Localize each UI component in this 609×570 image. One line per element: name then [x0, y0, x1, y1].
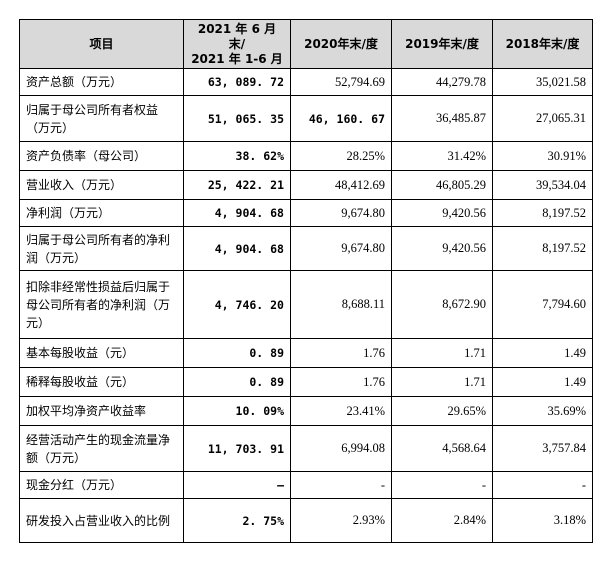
cell-2019: 2.84%	[391, 498, 493, 543]
cell-2018: 3.18%	[492, 498, 593, 543]
row-label: 研发投入占营业收入的比例	[19, 498, 184, 543]
cell-2019: 46,805.29	[391, 170, 493, 200]
table-row: 净利润（万元） 4, 904. 68 9,674.80 9,420.56 8,197.5…	[19, 199, 593, 227]
table-row: 现金分红（万元） – - - -	[19, 471, 593, 499]
header-2021-h1: 2021 年 6 月末/ 2021 年 1-6 月	[183, 19, 291, 69]
table-row: 归属于母公司所有者的净利润（万元） 4, 904. 68 9,674.80 9,420…	[19, 226, 593, 271]
row-label: 资产负债率（母公司）	[19, 141, 184, 171]
header-item: 项目	[19, 19, 184, 69]
table-row: 研发投入占营业收入的比例 2. 75% 2.93% 2.84% 3.18%	[19, 498, 593, 543]
row-label: 加权平均净资产收益率	[19, 396, 184, 426]
cell-2021-h1: 10. 09%	[183, 396, 291, 426]
table-row: 基本每股收益（元） 0. 89 1.76 1.71 1.49	[19, 338, 593, 368]
cell-2019: 9,420.56	[391, 199, 493, 227]
cell-2018: 1.49	[492, 338, 593, 368]
cell-2020: 8,688.11	[290, 270, 392, 339]
cell-2021-h1: 2. 75%	[183, 498, 291, 543]
cell-2018: 35,021.58	[492, 68, 593, 96]
cell-2019: 36,485.87	[391, 95, 493, 142]
cell-2018: 39,534.04	[492, 170, 593, 200]
cell-2019: 29.65%	[391, 396, 493, 426]
cell-2021-h1: –	[183, 471, 291, 499]
cell-2020: 2.93%	[290, 498, 392, 543]
table-row: 资产总额（万元） 63, 089. 72 52,794.69 44,279.78 35,…	[19, 68, 593, 96]
table-row: 扣除非经常性损益后归属于母公司所有者的净利润（万元） 4, 746. 20 8,68…	[19, 270, 593, 339]
table-header-row: 项目 2021 年 6 月末/ 2021 年 1-6 月 2020年末/度 20…	[19, 19, 593, 69]
row-label: 归属于母公司所有者权益（万元）	[19, 95, 184, 142]
row-label: 基本每股收益（元）	[19, 338, 184, 368]
cell-2021-h1: 4, 904. 68	[183, 226, 291, 271]
header-2020: 2020年末/度	[290, 19, 392, 69]
row-label: 归属于母公司所有者的净利润（万元）	[19, 226, 184, 271]
cell-2019: 9,420.56	[391, 226, 493, 271]
cell-2021-h1: 51, 065. 35	[183, 95, 291, 142]
cell-2021-h1: 38. 62%	[183, 141, 291, 171]
cell-2018: 27,065.31	[492, 95, 593, 142]
cell-2018: 8,197.52	[492, 199, 593, 227]
cell-2019: 8,672.90	[391, 270, 493, 339]
cell-2021-h1: 63, 089. 72	[183, 68, 291, 96]
cell-2018: 1.49	[492, 367, 593, 397]
row-label: 营业收入（万元）	[19, 170, 184, 200]
cell-2019: 31.42%	[391, 141, 493, 171]
cell-2021-h1: 4, 904. 68	[183, 199, 291, 227]
cell-2020: 6,994.08	[290, 425, 392, 472]
cell-2018: 30.91%	[492, 141, 593, 171]
cell-2019: 1.71	[391, 367, 493, 397]
table-row: 归属于母公司所有者权益（万元） 51, 065. 35 46, 160. 67 36,…	[19, 95, 593, 142]
header-2018: 2018年末/度	[492, 19, 593, 69]
financial-summary-table: 项目 2021 年 6 月末/ 2021 年 1-6 月 2020年末/度 20…	[19, 19, 593, 543]
cell-2021-h1: 25, 422. 21	[183, 170, 291, 200]
cell-2018: 35.69%	[492, 396, 593, 426]
cell-2020: 48,412.69	[290, 170, 392, 200]
row-label: 净利润（万元）	[19, 199, 184, 227]
row-label: 现金分红（万元）	[19, 471, 184, 499]
cell-2020: -	[290, 471, 392, 499]
cell-2020: 23.41%	[290, 396, 392, 426]
table-row: 资产负债率（母公司） 38. 62% 28.25% 31.42% 30.91%	[19, 141, 593, 171]
cell-2018: 3,757.84	[492, 425, 593, 472]
cell-2018: -	[492, 471, 593, 499]
row-label: 经营活动产生的现金流量净额（万元）	[19, 425, 184, 472]
cell-2018: 7,794.60	[492, 270, 593, 339]
cell-2019: 4,568.64	[391, 425, 493, 472]
cell-2020: 1.76	[290, 367, 392, 397]
cell-2020: 9,674.80	[290, 226, 392, 271]
row-label: 资产总额（万元）	[19, 68, 184, 96]
table-row: 加权平均净资产收益率 10. 09% 23.41% 29.65% 35.69%	[19, 396, 593, 426]
cell-2020: 9,674.80	[290, 199, 392, 227]
cell-2021-h1: 11, 703. 91	[183, 425, 291, 472]
cell-2020: 52,794.69	[290, 68, 392, 96]
cell-2021-h1: 0. 89	[183, 338, 291, 368]
cell-2020: 1.76	[290, 338, 392, 368]
row-label: 稀释每股收益（元）	[19, 367, 184, 397]
cell-2021-h1: 4, 746. 20	[183, 270, 291, 339]
cell-2018: 8,197.52	[492, 226, 593, 271]
cell-2020: 28.25%	[290, 141, 392, 171]
cell-2020: 46, 160. 67	[290, 95, 392, 142]
table-row: 经营活动产生的现金流量净额（万元） 11, 703. 91 6,994.08 4,56…	[19, 425, 593, 472]
table-row: 营业收入（万元） 25, 422. 21 48,412.69 46,805.29 39,…	[19, 170, 593, 200]
header-2019: 2019年末/度	[391, 19, 493, 69]
cell-2019: -	[391, 471, 493, 499]
cell-2019: 1.71	[391, 338, 493, 368]
cell-2019: 44,279.78	[391, 68, 493, 96]
row-label: 扣除非经常性损益后归属于母公司所有者的净利润（万元）	[19, 270, 184, 339]
cell-2021-h1: 0. 89	[183, 367, 291, 397]
table-row: 稀释每股收益（元） 0. 89 1.76 1.71 1.49	[19, 367, 593, 397]
